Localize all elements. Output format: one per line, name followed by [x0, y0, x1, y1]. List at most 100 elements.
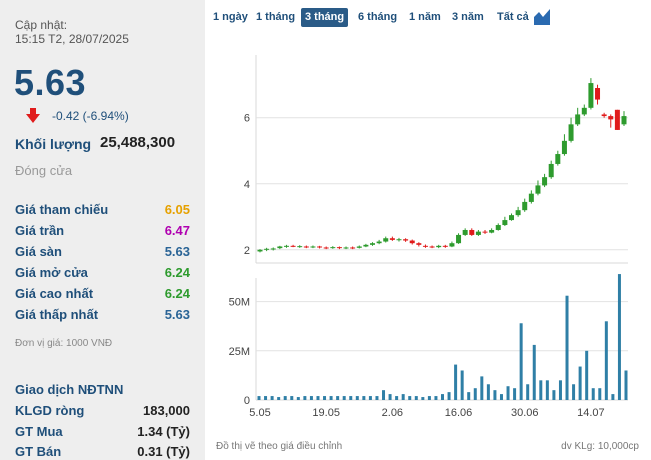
x-tick-label: 14.07 [577, 407, 605, 419]
volume-bar [565, 295, 569, 400]
foreign-label: KLGD ròng [15, 403, 85, 418]
stat-label: Giá cao nhất [15, 286, 94, 301]
candle-body [416, 243, 422, 245]
candle-body [389, 238, 395, 240]
candle-body [561, 140, 567, 155]
volume-bar [460, 370, 464, 400]
foreign-label: GT Mua [15, 424, 63, 439]
volume-bar [624, 370, 628, 400]
candle-body [363, 244, 369, 247]
x-tick-label: 5.05 [249, 407, 270, 419]
volume-value: 25,488,300 [100, 134, 176, 151]
candle-body [436, 245, 442, 248]
volume-bar [467, 392, 471, 400]
candle-body [515, 210, 521, 216]
update-datetime: 15:15 T2, 28/07/2025 [15, 32, 129, 46]
foreign-label: GT Bán [15, 444, 62, 459]
foreign-value: 183,000 [143, 403, 190, 418]
candle-body [257, 249, 263, 252]
volume-bar [591, 388, 595, 400]
candle-body [522, 201, 528, 211]
volume-bar [578, 366, 582, 400]
volume-bar [558, 380, 562, 400]
volume-bar [355, 396, 359, 400]
volume-bar [486, 384, 490, 400]
volume-bar [513, 388, 517, 400]
candle-body [409, 240, 415, 244]
tab-3-months[interactable]: 3 tháng [301, 8, 349, 27]
volume-bar [290, 396, 294, 400]
volume-bar [303, 396, 307, 400]
tab-1-year[interactable]: 1 năm [409, 11, 441, 23]
volume-bar [382, 390, 386, 400]
volume-bar [257, 396, 261, 400]
x-tick-label: 30.06 [511, 407, 539, 419]
candlestick-series [257, 78, 627, 253]
volume-bar [395, 396, 399, 400]
volume-bar [526, 384, 530, 400]
price-change: -0.42 (-6.94%) [52, 109, 129, 123]
candle-body [475, 231, 481, 235]
candle-body [469, 229, 475, 235]
price-tick-label: 2 [244, 245, 250, 257]
chart-type-icon[interactable] [533, 8, 551, 26]
candle-body [548, 163, 554, 178]
candle-body [456, 234, 462, 244]
volume-bar [545, 380, 549, 400]
volume-bar [506, 386, 510, 400]
volume-tick-label: 25M [229, 346, 250, 358]
volume-bar [598, 388, 602, 400]
candle-body [608, 116, 614, 120]
volume-bar [421, 397, 425, 400]
volume-bar [296, 397, 300, 400]
volume-bar [283, 396, 287, 400]
candle-body [383, 238, 389, 242]
candle-body [350, 247, 356, 249]
volume-bar [447, 392, 451, 400]
stat-value: 6.47 [164, 223, 190, 238]
candle-body [356, 246, 362, 248]
candle-body [376, 241, 382, 244]
candle-body [336, 247, 342, 249]
market-status: Đóng cửa [15, 163, 73, 178]
volume-bar [362, 396, 366, 400]
volume-bar [375, 396, 379, 400]
candle-body [442, 245, 448, 247]
candle-body [528, 193, 534, 202]
candle-body [601, 114, 607, 117]
candle-body [502, 220, 508, 226]
candle-body [495, 225, 501, 230]
volume-bar [572, 384, 576, 400]
volume-bar [539, 380, 543, 400]
volume-bar [388, 394, 392, 400]
tab-all[interactable]: Tất cả [497, 11, 529, 23]
tab-1-month[interactable]: 1 tháng [256, 11, 296, 23]
volume-bar [342, 396, 346, 400]
tab-1-day[interactable]: 1 ngày [213, 11, 248, 23]
candle-body [508, 215, 514, 221]
volume-bar [617, 274, 621, 400]
tab-3-years[interactable]: 3 năm [452, 11, 484, 23]
volume-series [257, 274, 628, 400]
tab-6-months[interactable]: 6 tháng [358, 11, 398, 23]
foreign-value: 1.34 (Tỷ) [137, 424, 190, 439]
candle-body [462, 229, 468, 235]
candle-body [581, 107, 587, 115]
stock-summary-panel: Cập nhật: 15:15 T2, 28/07/2025 5.63 -0.4… [0, 0, 205, 460]
stat-label: Giá thấp nhất [15, 307, 99, 322]
volume-bar [611, 394, 615, 400]
candle-body [297, 246, 303, 248]
price-tick-label: 6 [244, 113, 250, 125]
stat-value: 5.63 [164, 244, 190, 259]
candle-body [277, 246, 283, 249]
candle-body [422, 245, 428, 247]
stat-label: Giá sàn [15, 244, 62, 259]
volume-bar [585, 350, 589, 400]
stat-label: Giá tham chiếu [15, 202, 109, 217]
volume-bar [329, 396, 333, 400]
volume-bar [480, 376, 484, 400]
volume-bar [493, 390, 497, 400]
stat-value: 6.05 [164, 202, 190, 217]
volume-unit-note: dv KLg: 10,000cp [561, 441, 639, 452]
x-tick-label: 19.05 [312, 407, 340, 419]
